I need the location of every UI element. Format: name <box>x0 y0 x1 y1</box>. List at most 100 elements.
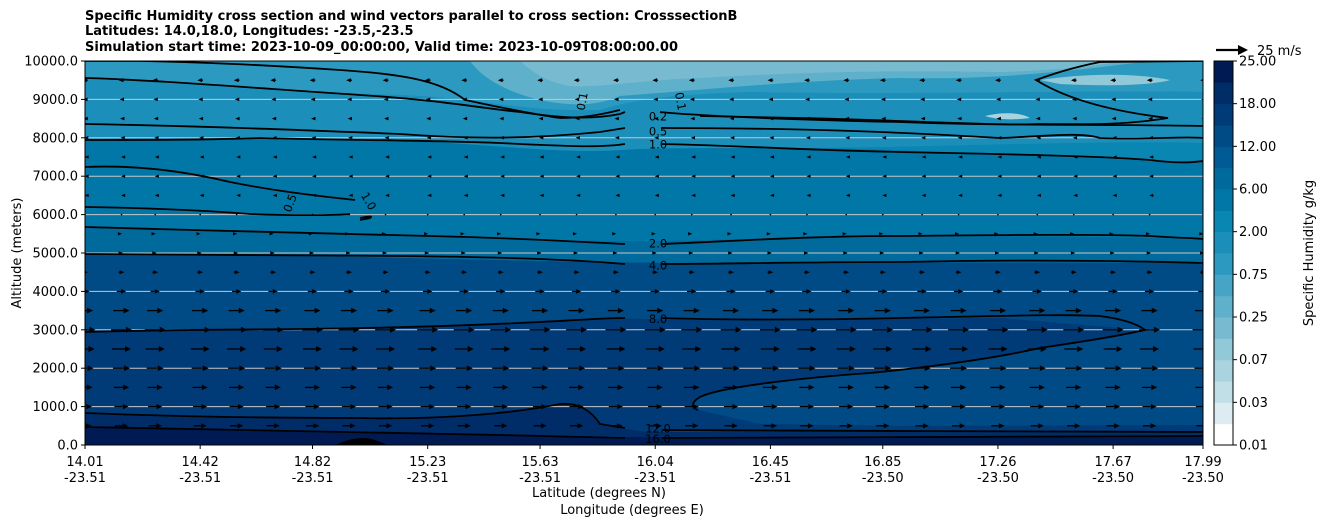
wind-vector <box>683 307 700 314</box>
wind-vector <box>529 326 551 333</box>
wind-vector <box>499 116 504 121</box>
wind-vector <box>340 307 358 314</box>
wind-vector <box>607 307 624 314</box>
wind-vector <box>417 326 439 333</box>
wind-vector <box>152 270 159 275</box>
wind-vector <box>345 232 350 236</box>
wind-vector <box>760 346 780 352</box>
wind-vector <box>226 326 248 333</box>
wind-vector <box>568 307 585 314</box>
wind-vector <box>882 174 887 178</box>
wind-vector <box>121 174 126 178</box>
wind-vector <box>1105 403 1121 410</box>
wind-vector <box>236 155 241 159</box>
wind-vector <box>652 270 659 275</box>
wind-vector <box>838 307 855 314</box>
x-tick-label-longitude: -23.50 <box>1092 471 1134 486</box>
wind-vector <box>1063 326 1085 333</box>
wind-vector <box>532 403 548 410</box>
wind-vector <box>569 423 584 429</box>
contour-line-4.0 <box>85 253 1203 265</box>
wind-vector <box>881 213 884 216</box>
colorbar-segment <box>1214 295 1233 318</box>
wind-vector <box>199 213 201 216</box>
wind-vector <box>806 213 808 216</box>
wind-vector <box>454 346 474 352</box>
wind-vector <box>1112 155 1117 159</box>
wind-vector <box>228 307 245 314</box>
wind-vector <box>881 116 886 121</box>
colorbar-tick-label: 18.00 <box>1239 97 1276 112</box>
wind-vector <box>113 384 130 391</box>
wind-vector <box>307 289 318 294</box>
wind-vector <box>950 307 967 314</box>
wind-vector <box>228 365 246 372</box>
x-tick-label-longitude: -23.51 <box>519 471 561 486</box>
wind-vector <box>684 384 700 391</box>
wind-vector <box>145 346 165 352</box>
x-tick-label-longitude: -23.51 <box>749 471 791 486</box>
wind-vector <box>193 423 207 429</box>
wind-vector <box>681 326 703 333</box>
wind-vector <box>197 270 204 275</box>
colorbar-segment <box>1214 210 1233 233</box>
wind-vector <box>958 193 963 198</box>
x-tick-label-latitude: 14.42 <box>182 455 219 470</box>
wind-vector <box>1029 384 1045 391</box>
wind-vector <box>419 365 437 372</box>
wind-vector <box>418 346 438 352</box>
colorbar-segment <box>1214 274 1233 297</box>
wind-vector <box>990 403 1006 410</box>
wind-vector <box>1109 232 1114 236</box>
wind-vector <box>497 232 502 236</box>
wind-vector <box>1200 251 1203 255</box>
wind-vector <box>1111 97 1116 102</box>
wind-vector <box>1106 423 1120 429</box>
wind-vector <box>270 78 277 83</box>
wind-vector <box>800 423 814 429</box>
wind-vector <box>1033 232 1038 236</box>
wind-vector <box>608 384 624 391</box>
wind-vector <box>191 365 209 372</box>
wind-vector <box>921 213 923 216</box>
wind-vector <box>192 384 208 391</box>
wind-vector <box>682 346 702 352</box>
wind-vector <box>272 193 277 198</box>
wind-vector <box>882 155 887 159</box>
contour-label: 0.2 <box>649 110 667 124</box>
wind-vector <box>730 193 735 198</box>
wind-vector <box>566 326 588 333</box>
wind-vector <box>1102 326 1124 333</box>
contour-label: 8.0 <box>649 312 667 326</box>
wind-vector <box>233 78 240 83</box>
wind-vector <box>533 423 547 429</box>
wind-vector <box>569 403 584 410</box>
wind-vector <box>271 97 276 102</box>
wind-vector <box>844 116 850 121</box>
x-tick-label-latitude: 14.01 <box>66 455 103 470</box>
wind-vector <box>646 365 664 372</box>
wind-vector <box>270 270 277 275</box>
wind-vector <box>1140 346 1160 352</box>
x-tick-label-latitude: 14.82 <box>294 455 331 470</box>
wind-vector <box>235 213 238 216</box>
wind-vector <box>311 136 316 140</box>
wind-vector <box>121 155 126 159</box>
wind-vector <box>377 384 394 391</box>
wind-vector <box>461 78 468 83</box>
contour-label: 2.0 <box>649 236 667 250</box>
wind-vector <box>1105 384 1121 391</box>
wind-vector <box>950 365 968 372</box>
wind-vector <box>229 384 245 391</box>
y-tick-label: 1000.0 <box>33 400 79 415</box>
wind-vector <box>728 270 734 275</box>
wind-vector <box>346 78 352 83</box>
wind-vector <box>118 251 123 255</box>
colorbar-tick-label: 0.07 <box>1239 353 1268 368</box>
wind-vector <box>954 232 960 236</box>
y-tick-label: 4000.0 <box>33 285 79 300</box>
wind-vector <box>996 116 1001 121</box>
wind-vector <box>729 97 734 102</box>
wind-vector <box>612 232 617 236</box>
wind-vector <box>1105 307 1122 314</box>
